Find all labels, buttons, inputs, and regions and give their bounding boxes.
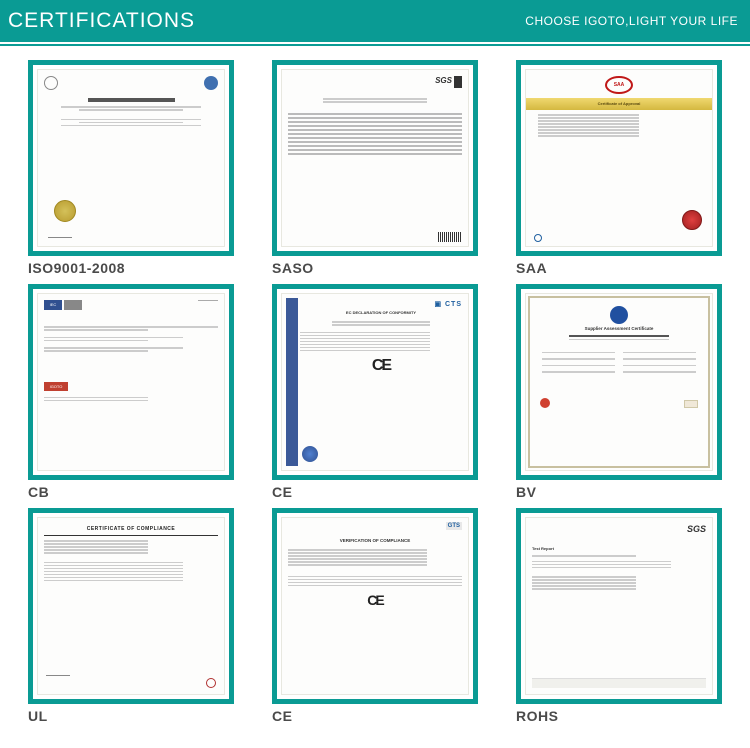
cert-frame: SGS [272, 60, 478, 256]
iec-logo: IEC [44, 300, 62, 310]
cert-frame: CERTIFICATE OF COMPLIANCE [28, 508, 234, 704]
cert-label: ROHS [516, 708, 722, 724]
cert-item-ce1: ▣ CTS EC DECLARATION OF CONFORMITY CE CE [272, 284, 478, 500]
supplier-badge-icon [610, 306, 628, 324]
cert-document-ul: CERTIFICATE OF COMPLIANCE [37, 517, 225, 695]
header-bar: CERTIFICATIONS CHOOSE IGOTO,LIGHT YOUR L… [0, 0, 750, 42]
page-title: CERTIFICATIONS [8, 9, 195, 33]
cert-frame: ▣ CTS EC DECLARATION OF CONFORMITY CE [272, 284, 478, 480]
blue-sidebar [286, 298, 298, 466]
cert-item-saa: SAA Certificate of Approval SAA [516, 60, 722, 276]
cert-label: UL [28, 708, 234, 724]
barcode-icon [438, 232, 462, 242]
cert-document-iso [37, 69, 225, 247]
cert-label: CB [28, 484, 234, 500]
cert-document-rohs: SGS Test Report [525, 517, 713, 695]
cert-item-ce2: GTS VERIFICATION OF COMPLIANCE CE CE [272, 508, 478, 724]
igoto-logo: IGOTO [44, 382, 68, 391]
cert-label: CE [272, 708, 478, 724]
doc-title: VERIFICATION OF COMPLIANCE [288, 538, 462, 543]
cert-item-cb: IEC IGOTO CB [28, 284, 234, 500]
saa-logo: SAA [605, 76, 633, 94]
ul-seal-icon [206, 678, 216, 688]
cert-label: ISO9001-2008 [28, 260, 234, 276]
certifications-grid: ISO9001-2008 SGS SASO SA [0, 46, 750, 734]
doc-title: EC DECLARATION OF CONFORMITY [300, 310, 462, 315]
cert-frame: IEC IGOTO [28, 284, 234, 480]
cert-document-cb: IEC IGOTO [37, 293, 225, 471]
cts-logo: ▣ CTS [300, 300, 462, 308]
cert-document-bv: Supplier Assessment Certificate [525, 293, 713, 471]
cert-frame [28, 60, 234, 256]
ce-mark-icon: CE [288, 592, 462, 608]
cert-frame: Supplier Assessment Certificate [516, 284, 722, 480]
cert-label: SAA [516, 260, 722, 276]
cert-frame: SAA Certificate of Approval [516, 60, 722, 256]
cert-document-ce1: ▣ CTS EC DECLARATION OF CONFORMITY CE [281, 293, 469, 471]
doc-title: CERTIFICATE OF COMPLIANCE [44, 526, 218, 532]
blue-seal-icon [302, 446, 318, 462]
cert-document-saa: SAA Certificate of Approval [525, 69, 713, 247]
gts-logo: GTS [446, 522, 462, 530]
cert-document-ce2: GTS VERIFICATION OF COMPLIANCE CE [281, 517, 469, 695]
doc-title: Test Report [532, 546, 706, 551]
sgs-logo: SGS [687, 524, 706, 534]
cert-item-iso: ISO9001-2008 [28, 60, 234, 276]
cert-item-bv: Supplier Assessment Certificate [516, 284, 722, 500]
ce-mark-icon: CE [300, 357, 462, 375]
cert-label: SASO [272, 260, 478, 276]
sgs-logo: SGS [435, 76, 452, 85]
cert-frame: GTS VERIFICATION OF COMPLIANCE CE [272, 508, 478, 704]
cert-item-rohs: SGS Test Report ROHS [516, 508, 722, 724]
cert-item-ul: CERTIFICATE OF COMPLIANCE UL [28, 508, 234, 724]
cert-item-saso: SGS SASO [272, 60, 478, 276]
approval-banner: Certificate of Approval [526, 98, 712, 110]
cert-frame: SGS Test Report [516, 508, 722, 704]
cert-label: CE [272, 484, 478, 500]
red-seal-icon [682, 210, 702, 230]
doc-title: Supplier Assessment Certificate [536, 326, 702, 331]
cert-document-saso: SGS [281, 69, 469, 247]
cert-label: BV [516, 484, 722, 500]
header-tagline: CHOOSE IGOTO,LIGHT YOUR LIFE [525, 14, 738, 28]
